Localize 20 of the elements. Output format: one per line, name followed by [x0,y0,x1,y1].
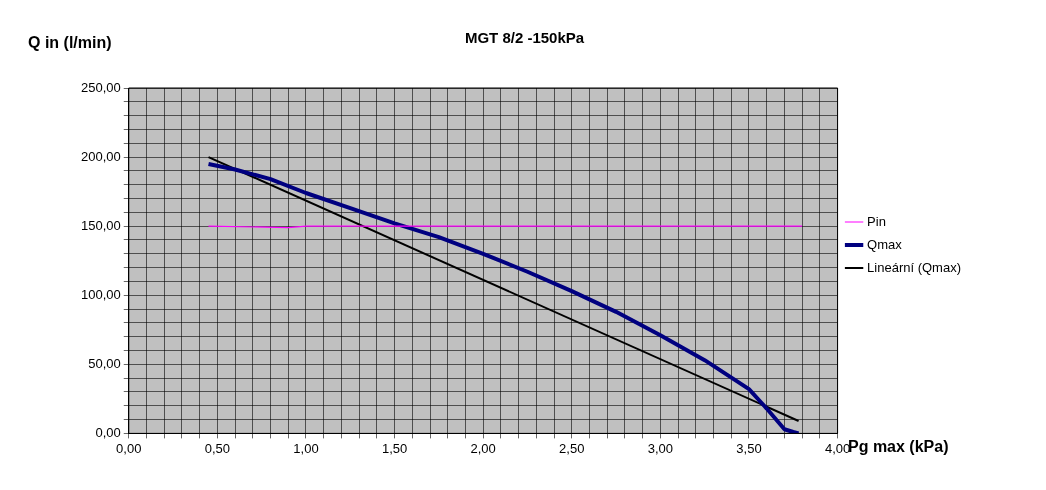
x-tick-label: 1,00 [293,440,319,456]
x-tick-label: 3,50 [736,440,762,456]
x-tick-label: 1,50 [381,440,408,456]
chart-title: MGT 8/2 -150kPa [464,29,585,47]
x-tick-label: 3,00 [647,440,674,456]
x-axis-title: Pg max (kPa) [848,438,949,456]
legend-label: Qmax [867,236,903,252]
x-tick-label: 0,00 [116,440,142,456]
y-tick-label: 150,00 [81,217,121,233]
y-tick-label: 200,00 [81,148,121,164]
y-tick-label: 50,00 [88,355,121,371]
y-tick-label: 250,00 [81,79,121,95]
x-tick-label: 2,00 [470,440,496,456]
y-axis-title: Q in (l/min) [28,34,112,52]
y-tick-label: 0,00 [95,424,121,440]
x-tick-label: 2,50 [559,440,585,456]
y-tick-label: 100,00 [81,286,121,302]
legend-label: Pin [867,213,886,229]
x-tick-label: 0,50 [204,440,231,456]
legend-label: Lineární (Qmax) [867,259,961,275]
